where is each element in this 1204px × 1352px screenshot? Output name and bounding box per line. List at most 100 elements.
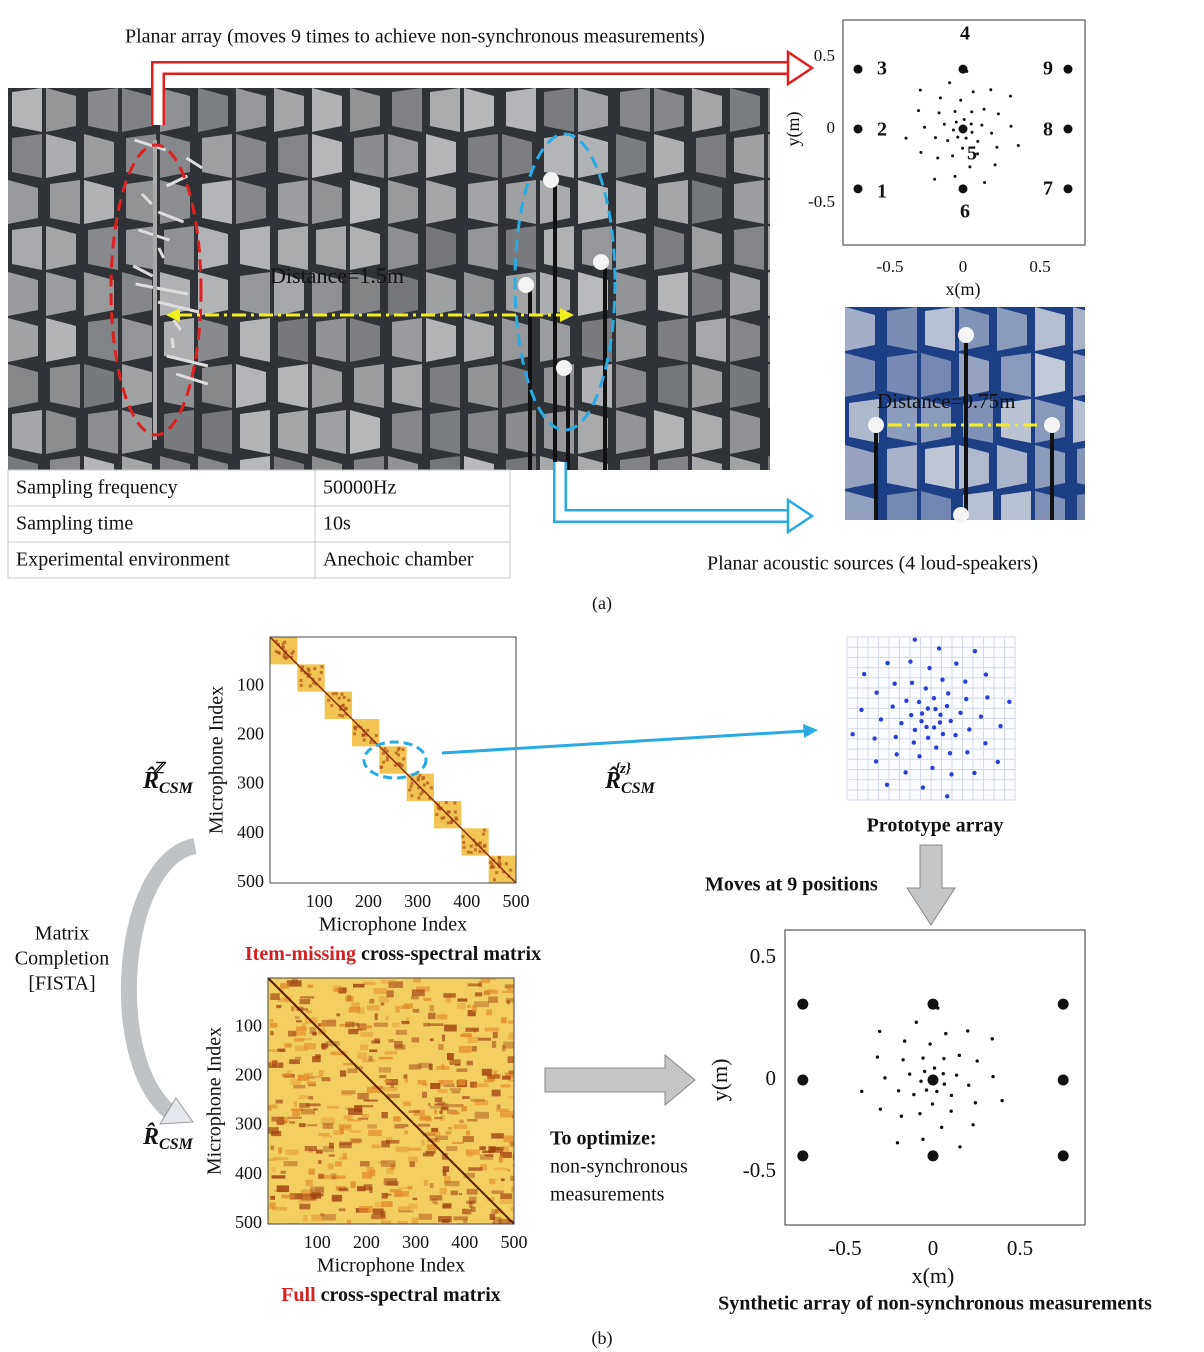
x-tick-label: 500 xyxy=(503,891,530,911)
matrix-caption: Full cross-spectral matrix xyxy=(281,1284,501,1306)
mic xyxy=(946,691,950,695)
cell xyxy=(301,1109,315,1115)
mic xyxy=(984,672,988,676)
cell xyxy=(448,810,451,813)
cell xyxy=(442,816,445,819)
cell xyxy=(380,766,383,769)
mic xyxy=(879,1107,882,1110)
cell xyxy=(338,714,341,717)
cell xyxy=(395,1124,406,1129)
symbol-sub: CSM xyxy=(159,1136,194,1153)
cell xyxy=(431,1128,438,1132)
cell xyxy=(379,1067,391,1072)
caption: [FISTA] xyxy=(28,973,95,995)
mic xyxy=(874,759,878,763)
x-tick-label: -0.5 xyxy=(828,1236,861,1260)
mic xyxy=(991,1037,994,1040)
wedge xyxy=(768,318,798,362)
cell xyxy=(288,1031,296,1037)
cell xyxy=(305,1146,317,1151)
cell xyxy=(396,1147,409,1153)
symbol-base: R̂ xyxy=(142,1123,159,1150)
cell xyxy=(429,1064,433,1070)
mic xyxy=(966,1029,969,1032)
cell xyxy=(347,995,351,1001)
mic xyxy=(923,126,926,129)
position-label: 4 xyxy=(960,23,970,45)
mic xyxy=(952,128,955,131)
position xyxy=(1064,125,1073,134)
x-tick-label: 400 xyxy=(451,1232,478,1252)
cell xyxy=(380,1217,387,1219)
wedge xyxy=(925,307,955,351)
mic xyxy=(979,714,983,718)
mic xyxy=(885,783,889,787)
cell xyxy=(500,1199,513,1204)
cell xyxy=(444,1084,455,1087)
caption-rest: cross-spectral matrix xyxy=(316,1284,501,1306)
wedge xyxy=(925,445,955,489)
chamber-photo xyxy=(8,88,802,500)
mic xyxy=(994,163,997,166)
wedge xyxy=(164,410,194,454)
cell xyxy=(387,990,394,997)
cell xyxy=(434,1104,442,1106)
position xyxy=(928,999,939,1010)
cell xyxy=(298,1038,312,1040)
cell xyxy=(300,684,303,687)
distance-label: Distance=1.5m xyxy=(270,263,404,288)
wedge xyxy=(772,410,802,454)
cell xyxy=(493,1032,498,1038)
cell xyxy=(442,1035,445,1042)
cell xyxy=(405,1124,408,1127)
cell xyxy=(430,1038,434,1041)
mic xyxy=(941,732,945,736)
cell xyxy=(384,1178,397,1185)
cell xyxy=(384,747,387,750)
cell xyxy=(300,996,314,998)
caption: Prototype array xyxy=(867,815,1004,837)
cell xyxy=(442,1205,448,1207)
cell xyxy=(299,1123,306,1127)
x-tick-label: 100 xyxy=(304,1232,331,1252)
cell xyxy=(401,748,404,751)
position xyxy=(959,65,968,74)
position xyxy=(797,1150,808,1161)
cell xyxy=(460,1034,472,1037)
cell xyxy=(438,1089,448,1093)
cell xyxy=(396,1030,407,1035)
position xyxy=(1064,184,1073,193)
wedge xyxy=(1077,445,1107,489)
wedge xyxy=(12,134,42,178)
x-axis-label: Microphone Index xyxy=(319,914,467,936)
wedge xyxy=(544,88,574,132)
cell xyxy=(307,669,310,672)
y-tick-label: 300 xyxy=(237,773,264,793)
wedge xyxy=(392,410,422,454)
cell xyxy=(271,1117,284,1122)
cell xyxy=(335,1161,342,1166)
cell xyxy=(315,1054,320,1058)
cell xyxy=(437,1014,447,1019)
cell xyxy=(310,1027,316,1034)
wedge xyxy=(887,445,917,489)
mic xyxy=(938,713,942,717)
mic xyxy=(874,690,878,694)
cell xyxy=(408,788,411,791)
cell xyxy=(487,1074,500,1079)
cell xyxy=(430,1005,434,1011)
cell xyxy=(348,1029,358,1034)
mic xyxy=(958,1145,961,1148)
cell xyxy=(311,1215,322,1222)
hollow-arrowhead xyxy=(788,52,812,84)
cell xyxy=(501,1178,505,1181)
table-cell: Anechoic chamber xyxy=(323,549,474,571)
wedge xyxy=(1073,353,1103,397)
cell xyxy=(502,1076,510,1080)
cell xyxy=(455,1064,460,1066)
cell xyxy=(446,1146,457,1151)
caption: Moves at 9 positions xyxy=(705,874,878,896)
cell xyxy=(451,1191,458,1196)
caption: measurements xyxy=(550,1184,665,1206)
mic xyxy=(943,1082,946,1085)
